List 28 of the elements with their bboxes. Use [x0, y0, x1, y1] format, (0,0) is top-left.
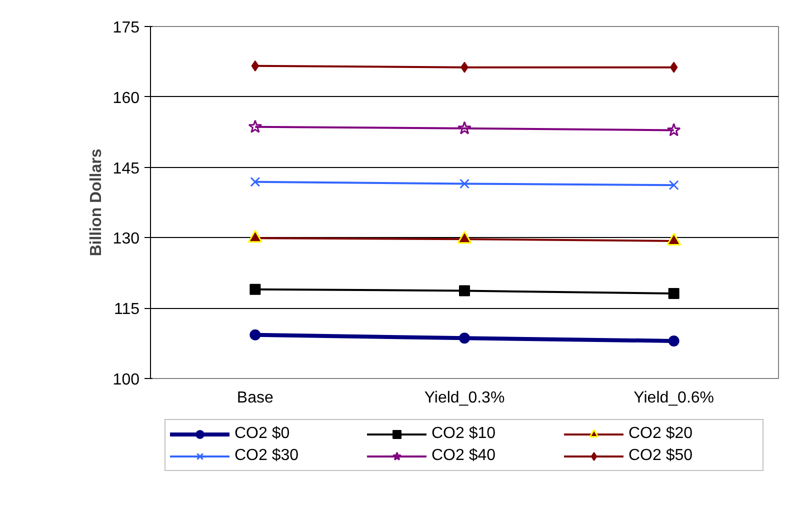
x-tick-label: Yield_0.6%: [634, 390, 714, 406]
point: [248, 120, 262, 133]
y-axis-title: Billion Dollars: [88, 148, 105, 256]
point: [250, 329, 261, 340]
legend-label: CO2 $20: [628, 425, 694, 443]
point: [459, 332, 470, 344]
point: [668, 288, 680, 300]
y-tick-label: 100: [112, 372, 140, 388]
legend-label: CO2 $40: [432, 447, 497, 465]
legend-label: CO2 $10: [432, 425, 497, 443]
legend-label: CO2 $0: [234, 425, 291, 443]
y-tick-label: 145: [112, 160, 140, 178]
x-tick-label: Base: [236, 390, 274, 406]
legend-label: CO2 $50: [628, 447, 694, 465]
y-tick-label: 175: [112, 20, 140, 36]
point: [460, 178, 470, 189]
point: [459, 285, 470, 296]
point: [250, 176, 260, 187]
y-tick-label: 130: [112, 230, 140, 248]
y-tick-label: 115: [114, 301, 140, 318]
point: [666, 122, 681, 136]
x-tick-label: Yield_0.3%: [424, 390, 505, 406]
y-tick-label: 160: [112, 90, 140, 107]
legend-label: CO2 $30: [234, 447, 300, 465]
point: [668, 335, 680, 346]
point: [668, 180, 679, 190]
point: [250, 284, 261, 295]
point: [458, 121, 472, 134]
